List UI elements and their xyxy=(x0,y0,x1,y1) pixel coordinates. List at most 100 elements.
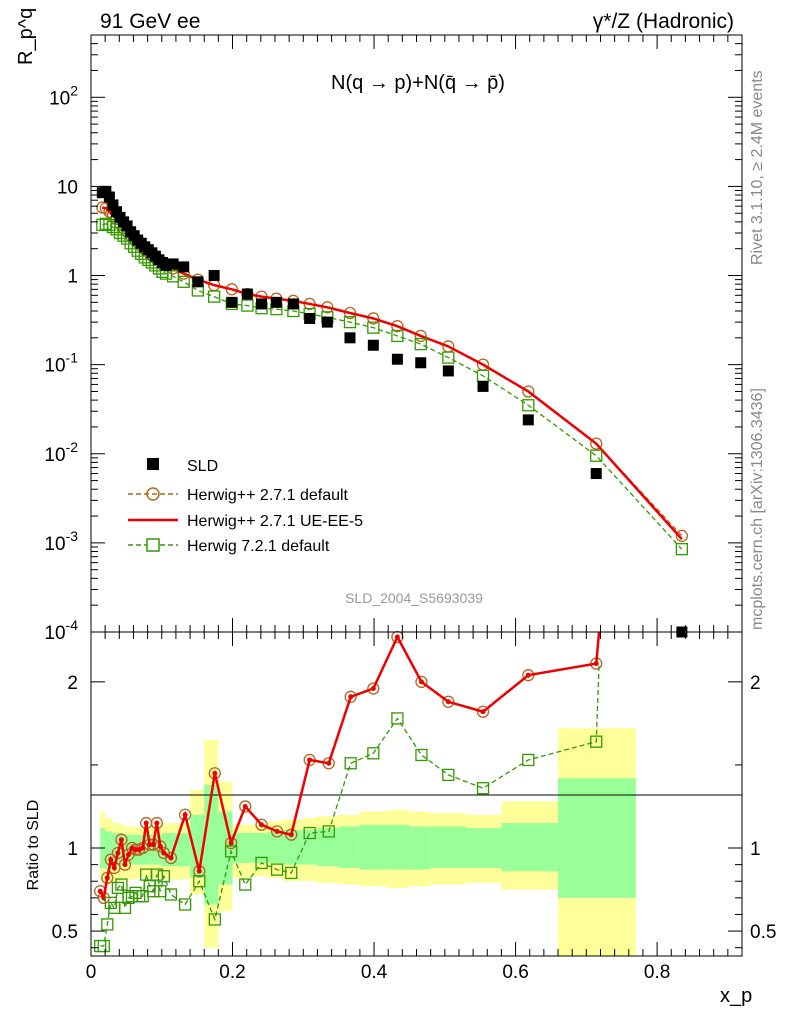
ratio-point-herwig7-default xyxy=(322,825,335,838)
main-point-herwig7-default xyxy=(343,315,357,329)
main-point-herwig7-default xyxy=(241,299,254,312)
ratio-point-herwigpp-default xyxy=(442,695,455,708)
x-axis-label: x_p xyxy=(720,985,752,1007)
ratio-point-herwig7-default xyxy=(255,856,268,870)
ratio-point-herwig7-default xyxy=(224,845,238,858)
main-y-tick-label: 1 xyxy=(67,267,78,288)
ratio-dot-herwigpp-ueee5 xyxy=(274,828,280,834)
main-y-axis-label: R_p^q xyxy=(15,8,37,65)
ratio-dot-herwigpp-ueee5 xyxy=(418,679,424,685)
main-point-sld xyxy=(208,270,220,282)
main-point-herwigpp-default xyxy=(367,312,380,325)
main-point-herwig7-default xyxy=(391,329,404,343)
ratio-point-herwig7-default xyxy=(101,918,114,931)
ratio-dot-herwigpp-ueee5 xyxy=(593,661,599,667)
ratio-y-tick-label: 0.5 xyxy=(52,922,78,943)
ratio-point-herwigpp-default xyxy=(476,705,490,718)
ratio-dot-herwigpp-ueee5 xyxy=(288,832,294,838)
ratio-point-herwig7-default xyxy=(147,885,160,898)
ratio-point-herwig7-default xyxy=(415,748,428,762)
main-line-herwig7-default xyxy=(102,223,683,550)
ratio-point-herwigpp-default xyxy=(285,828,298,841)
ratio-point-herwig7-default xyxy=(150,868,163,881)
ratio-band-inner xyxy=(253,833,268,863)
main-point-herwig7-default xyxy=(177,275,190,288)
ratio-dot-herwigpp-ueee5 xyxy=(97,888,103,894)
ratio-band-inner xyxy=(388,824,410,870)
ratio-point-herwig7-default xyxy=(239,878,252,891)
legend-label-herwigpp-ueee5: Herwig++ 2.7.1 UE-EE-5 xyxy=(187,513,363,530)
ratio-band-inner xyxy=(558,778,636,898)
x-tick-label: 0.6 xyxy=(502,962,528,983)
ratio-dot-herwigpp-ueee5 xyxy=(115,850,121,856)
ratio-dot-herwigpp-ueee5 xyxy=(168,855,174,861)
main-point-sld xyxy=(367,339,379,351)
main-point-sld xyxy=(100,185,112,197)
main-point-herwigpp-default xyxy=(590,437,603,450)
ratio-point-herwig7-default xyxy=(118,901,132,914)
main-point-herwigpp-default xyxy=(343,306,357,320)
ratio-point-herwig7-default xyxy=(193,875,206,888)
ratio-dot-herwigpp-ueee5 xyxy=(182,812,188,818)
ratio-point-herwig7-default xyxy=(391,712,404,725)
ratio-dot-herwigpp-ueee5 xyxy=(212,770,218,776)
ratio-point-herwig7-default xyxy=(590,735,603,748)
ratio-dot-herwigpp-ueee5 xyxy=(370,685,376,691)
ratio-band-inner xyxy=(317,828,339,867)
ratio-point-herwig7-default xyxy=(111,881,125,895)
ratio-point-herwigpp-default xyxy=(178,808,192,821)
ratio-dot-herwigpp-ueee5 xyxy=(140,845,146,851)
ratio-point-herwig7-default xyxy=(270,863,284,876)
ratio-point-herwig7-default xyxy=(97,939,110,953)
main-point-herwigpp-default xyxy=(225,283,238,296)
legend-label-herwigpp-default: Herwig++ 2.7.1 default xyxy=(187,487,349,504)
main-point-sld xyxy=(415,357,427,369)
ratio-point-herwig7-default xyxy=(344,757,357,770)
ratio-dot-herwigpp-ueee5 xyxy=(196,868,202,874)
ratio-y-tick-label-right: 1 xyxy=(750,839,761,860)
ratio-dot-herwigpp-ueee5 xyxy=(394,634,400,640)
main-point-sld xyxy=(121,220,133,232)
main-point-sld xyxy=(178,261,190,273)
ratio-dot-herwigpp-ueee5 xyxy=(480,709,486,715)
ratio-dot-herwigpp-ueee5 xyxy=(111,865,117,871)
ratio-point-herwig7-default xyxy=(164,888,178,901)
legend: SLD Herwig++ 2.7.1 default Herwig++ 2.7.… xyxy=(128,458,363,555)
legend-label-herwig7-default: Herwig 7.2.1 default xyxy=(187,538,330,555)
legend-marker-sld xyxy=(147,458,159,470)
main-series xyxy=(96,185,689,638)
main-point-sld xyxy=(391,353,403,365)
main-point-herwig7-default xyxy=(414,337,427,351)
ratio-plot-frame xyxy=(90,631,743,957)
ratio-dot-herwigpp-ueee5 xyxy=(108,857,114,863)
main-point-herwig7-default xyxy=(367,321,380,334)
main-point-herwig7-default xyxy=(103,218,116,232)
x-tick-label: 0.2 xyxy=(219,962,245,983)
ratio-dot-herwigpp-ueee5 xyxy=(154,820,160,826)
legend-marker-herwigpp-default xyxy=(146,487,160,501)
main-point-sld xyxy=(344,332,356,344)
ratio-band-inner xyxy=(430,826,467,868)
ratio-band-inner xyxy=(267,831,283,863)
ratio-y-tick-label-right: 2 xyxy=(750,673,761,694)
main-point-sld xyxy=(167,258,179,270)
main-point-sld xyxy=(270,296,282,308)
ratio-dot-herwigpp-ueee5 xyxy=(118,837,124,843)
ratio-point-herwigpp-default xyxy=(164,851,178,865)
main-point-herwig7-default xyxy=(590,449,603,462)
ratio-y-tick-label-right: 0.5 xyxy=(750,922,776,943)
ratio-point-herwigpp-default xyxy=(270,825,284,838)
ratio-series xyxy=(94,630,603,953)
header-left-title: 91 GeV ee xyxy=(100,10,200,33)
watermark-text: SLD_2004_S5693039 xyxy=(345,590,483,606)
main-point-herwigpp-default xyxy=(522,385,535,398)
main-point-herwigpp-default xyxy=(675,529,689,542)
ratio-point-herwig7-default xyxy=(157,870,171,883)
legend-marker-herwig7-default xyxy=(146,538,160,552)
ratio-band-inner xyxy=(501,823,559,872)
ratio-dot-herwigpp-ueee5 xyxy=(445,699,451,705)
ratio-y-tick-label: 2 xyxy=(67,673,78,694)
main-point-sld xyxy=(110,206,122,218)
ratio-point-herwig7-default xyxy=(115,878,128,891)
